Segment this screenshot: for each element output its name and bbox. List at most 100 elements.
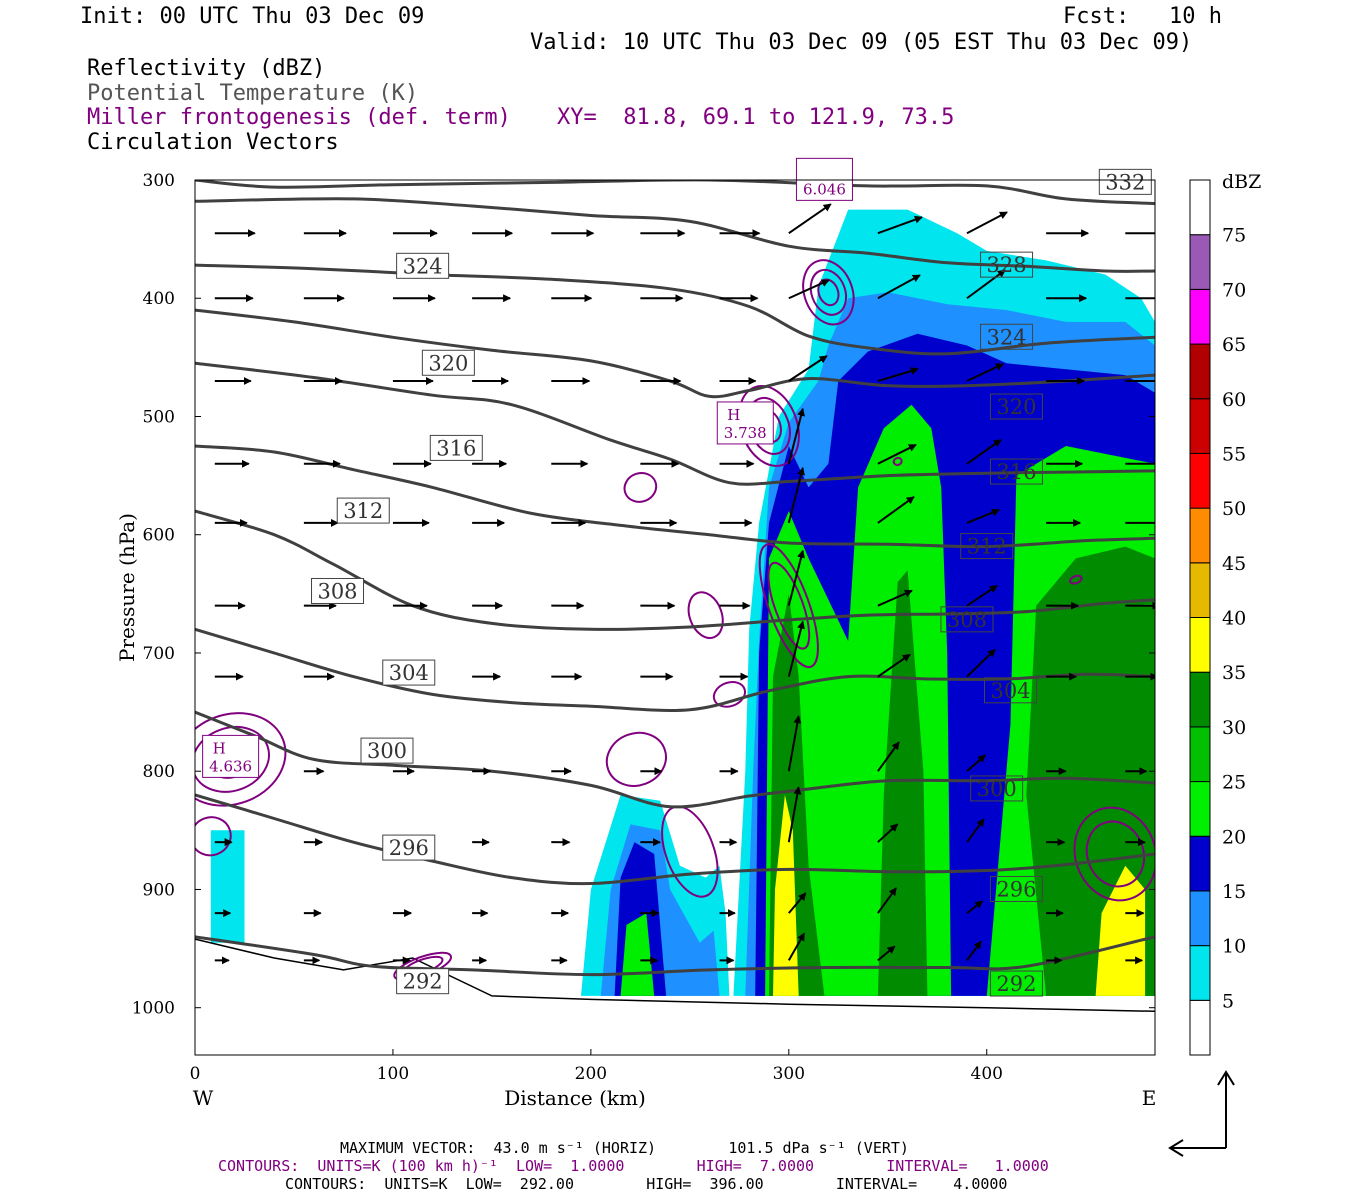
colorbar-segment: [1189, 671, 1211, 728]
frontogenesis-contour: [605, 731, 667, 787]
circulation-vector: [877, 823, 899, 843]
y-tick-label: 500: [143, 407, 175, 427]
theta-contour-300: [195, 710, 1155, 809]
circulation-vector: [788, 279, 830, 300]
colorbar-segment: [1189, 398, 1211, 454]
theta-contour-296: [195, 793, 1155, 886]
circulation-vector: [787, 786, 802, 843]
theta-label-box: [382, 659, 436, 686]
field-circulation-vectors: Circulation Vectors: [87, 130, 339, 155]
theta-label: 304: [389, 661, 429, 685]
theta-label: 324: [403, 254, 443, 278]
colorbar-level-label: 60: [1222, 389, 1246, 411]
colorbar-segment: [1189, 726, 1211, 783]
x-tick-label: 400: [971, 1064, 1003, 1084]
frontogenesis-contour: [809, 268, 848, 316]
theta-label: 328: [986, 253, 1026, 277]
colorbar: 5 10 15 20 25 30 35 40 45 50 55 60 65 70 75 dBZ: [1189, 171, 1261, 1056]
frontogenesis-max-label: H: [727, 406, 740, 424]
frontogenesis-contour: [1073, 806, 1155, 902]
theta-label-box: [336, 497, 390, 524]
colorbar-segment: [1189, 835, 1211, 892]
colorbar-level-label: 15: [1222, 881, 1246, 903]
theta-label: 312: [343, 499, 383, 523]
theta-label-box: [940, 606, 994, 633]
theta-label-box: [980, 251, 1034, 278]
theta-label-box: [960, 533, 1014, 560]
circulation-vector: [787, 932, 806, 961]
y-tick-label: 600: [143, 526, 175, 546]
colorbar-level-label: 25: [1222, 772, 1246, 794]
x-tick-label: 100: [377, 1064, 409, 1084]
colorbar-segment: [1189, 562, 1211, 618]
colorbar-level-label: 75: [1222, 225, 1246, 247]
colorbar-segment: [1189, 343, 1211, 400]
contour-label-layer: 332 328 324 324 320 320 316 316 312 312 308 308 304 3…: [202, 157, 1152, 997]
footer-theta-contours: CONTOURS: UNITS=K LOW= 292.00 HIGH= 396.…: [285, 1175, 1008, 1193]
frontogenesis-max-value: 4.636: [209, 757, 252, 775]
colorbar-level-label: 20: [1222, 826, 1246, 848]
frontogenesis-contour: [195, 816, 232, 857]
circulation-vector: [966, 269, 1006, 300]
theta-label-box: [984, 677, 1038, 704]
theta-label: 316: [996, 460, 1036, 484]
circulation-vector: [966, 438, 1002, 465]
colorbar-segment: [1189, 999, 1211, 1056]
axes-layer: 300 400 500 600 700 800 900 1000 0 100 200 300 400 W E…: [115, 171, 1156, 1110]
frontogenesis-max-box: [795, 157, 853, 201]
circulation-vector: [877, 215, 923, 235]
theta-contour-320: [195, 308, 1155, 399]
circulation-vector: [877, 274, 921, 300]
theta-label-box: [1098, 168, 1152, 195]
theta-label: 308: [317, 579, 357, 603]
y-axis-label: Pressure (hPa): [115, 513, 139, 662]
theta-contour-312: [195, 444, 1155, 549]
init-time: Init: 00 UTC Thu 03 Dec 09: [80, 4, 425, 29]
colorbar-segment: [1189, 617, 1211, 673]
circulation-vector: [877, 653, 911, 678]
circulation-vector: [787, 620, 805, 677]
circulation-vector: [787, 549, 805, 606]
colorbar-segment: [1189, 288, 1211, 345]
theta-contour-328: [195, 197, 1155, 273]
frontogenesis-max-value: 6.046: [803, 180, 846, 198]
circulation-vector: [787, 407, 805, 465]
frontogenesis-contour: [758, 543, 819, 669]
reference-vector-icon: [1168, 1070, 1235, 1157]
colorbar-unit-label: dBZ: [1222, 171, 1261, 193]
forecast-hour: Fcst: 10 h: [1063, 4, 1222, 29]
theta-label-box: [429, 434, 483, 461]
circulation-vector: [877, 589, 913, 607]
colorbar-segment: [1189, 179, 1211, 236]
circulation-vector: [877, 367, 919, 382]
colorbar-level-label: 70: [1222, 279, 1246, 301]
theta-label: 312: [967, 535, 1007, 559]
colorbar-level-label: 10: [1222, 936, 1246, 958]
theta-label-box: [421, 349, 475, 376]
theta-contour-292: [195, 935, 1155, 977]
x-tick-label: 200: [575, 1064, 607, 1084]
frontogenesis-max-value: 3.738: [724, 424, 767, 442]
theta-label: 292: [996, 972, 1036, 996]
x-tick-label: 0: [190, 1064, 201, 1084]
frontogenesis-max-box: [716, 401, 774, 445]
colorbar-segment: [1189, 890, 1211, 947]
circulation-vector: [877, 496, 915, 524]
colorbar-segment: [1189, 507, 1211, 564]
valid-time: Valid: 10 UTC Thu 03 Dec 09 (05 EST Thu …: [530, 30, 1193, 55]
theta-label: 320: [996, 395, 1036, 419]
frontogenesis-max-label: H: [213, 739, 226, 757]
circulation-vector: [966, 818, 985, 843]
circulation-vector: [966, 754, 986, 772]
theta-label-box: [360, 737, 414, 764]
theta-label: 320: [428, 351, 468, 375]
reflectivity-region-5dbz: [210, 830, 245, 943]
colorbar-level-label: 35: [1222, 662, 1246, 684]
frontogenesis-max-box: [202, 734, 260, 778]
circulation-vector: [877, 741, 900, 772]
theta-label-box: [311, 577, 365, 604]
circulation-vector: [966, 584, 998, 607]
reflectivity-region-20dbz: [620, 913, 655, 996]
reflectivity-region-35dbz: [773, 794, 799, 996]
